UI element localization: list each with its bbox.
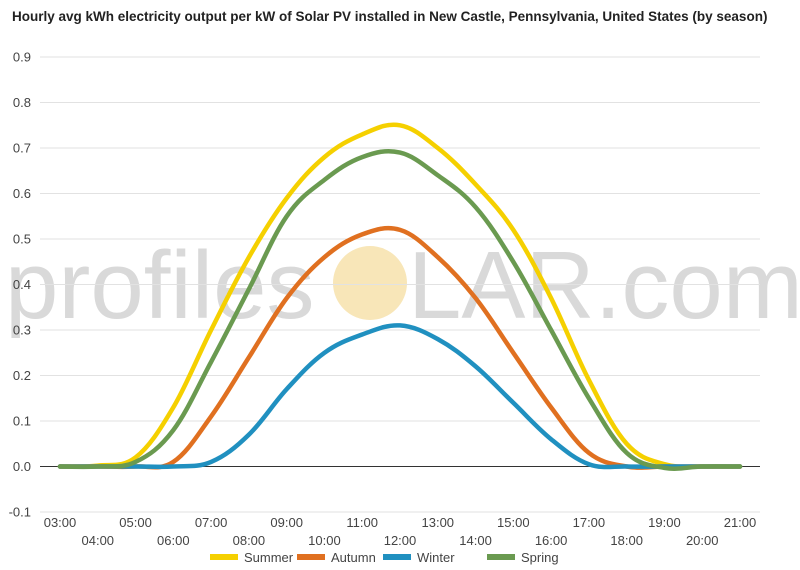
series-line-winter [57,323,743,470]
y-tick-label: 0.3 [13,323,31,338]
series-line-spring [57,148,743,471]
x-tick-label: 07:00 [195,515,228,530]
y-tick-label: -0.1 [9,505,31,520]
x-tick-label: 10:00 [308,533,341,548]
x-tick-label: 20:00 [686,533,719,548]
x-tick-label: 06:00 [157,533,190,548]
legend-label-summer: Summer [244,550,294,565]
series-lines [57,122,743,471]
y-tick-label: 0.5 [13,232,31,247]
watermark-text-left: profiles [5,232,314,339]
y-tick-label: 0.1 [13,414,31,429]
x-tick-label: 08:00 [233,533,266,548]
y-tick-label: 0.2 [13,368,31,383]
legend-label-spring: Spring [521,550,559,565]
x-tick-label: 03:00 [44,515,77,530]
watermark-text-right: LAR.com [408,232,800,339]
y-tick-label: 0.9 [13,50,31,65]
x-tick-label: 05:00 [119,515,152,530]
series-line-summer [57,122,743,469]
x-tick-label: 15:00 [497,515,530,530]
x-tick-label: 18:00 [610,533,643,548]
y-axis: 0.9 0.8 0.7 0.6 0.5 0.4 0.3 0.2 0.1 0.0 -0.1 [9,50,31,520]
y-tick-label: 0.0 [13,459,31,474]
x-tick-label: 09:00 [270,515,303,530]
chart-title: Hourly avg kWh electricity output per kW… [12,9,768,24]
y-tick-label: 0.8 [13,95,31,110]
x-tick-label: 13:00 [422,515,455,530]
y-tick-label: 0.4 [13,277,31,292]
legend-swatch-winter [383,554,411,560]
legend-swatch-summer [210,554,238,560]
x-tick-label: 19:00 [648,515,681,530]
x-tick-label: 04:00 [82,533,115,548]
x-tick-label: 21:00 [724,515,757,530]
x-tick-label: 17:00 [573,515,606,530]
x-tick-label: 11:00 [346,515,378,530]
y-tick-label: 0.7 [13,141,31,156]
legend-swatch-autumn [297,554,325,560]
legend-swatch-spring [487,554,515,560]
watermark-sun-icon [333,246,407,320]
x-tick-label: 16:00 [535,533,568,548]
watermark: profiles LAR.com [5,232,800,339]
y-tick-label: 0.6 [13,186,31,201]
legend: Summer Autumn Winter Spring [210,550,559,565]
x-tick-label: 14:00 [459,533,492,548]
legend-label-winter: Winter [417,550,455,565]
x-tick-label: 12:00 [384,533,417,548]
x-axis: 03:00 04:00 05:00 06:00 07:00 08:00 09:00 10:00… [44,515,757,548]
legend-label-autumn: Autumn [331,550,376,565]
